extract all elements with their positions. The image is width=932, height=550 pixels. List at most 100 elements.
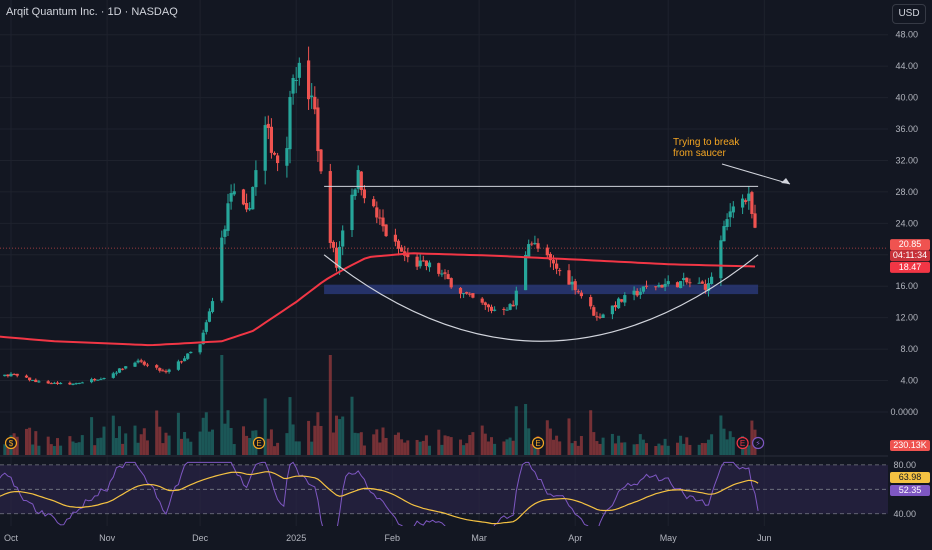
candle-body — [527, 244, 531, 257]
volume-bar — [180, 438, 183, 455]
volume-bar — [362, 445, 366, 455]
volume-bar — [356, 433, 360, 455]
candle-body — [573, 281, 577, 291]
candle-body — [446, 274, 450, 279]
volume-bar — [118, 426, 121, 455]
volume-bar — [331, 432, 335, 455]
volume-bar — [96, 438, 100, 455]
candle-body — [80, 382, 84, 384]
candlestick-series — [3, 46, 757, 386]
candle-body — [164, 371, 168, 373]
candle-body — [37, 381, 41, 383]
time-tick: 2025 — [286, 533, 306, 543]
candle-body — [245, 203, 249, 210]
volume-bar — [533, 444, 537, 455]
volume-bar — [285, 433, 289, 455]
volume-bar — [623, 442, 627, 455]
currency-button[interactable]: USD — [892, 4, 926, 24]
candle-body — [384, 224, 388, 237]
candle-body — [254, 170, 258, 188]
candle-body — [316, 107, 320, 152]
annotation-arrow — [721, 163, 791, 185]
candle-body — [266, 123, 270, 129]
candle-body — [341, 230, 345, 247]
candle-body — [725, 219, 729, 227]
volume-bar — [530, 443, 534, 455]
time-tick: Oct — [4, 533, 19, 543]
volume-bar — [99, 437, 103, 455]
volume-bar — [490, 437, 493, 455]
candle-body — [167, 369, 171, 372]
event-marker[interactable] — [252, 436, 266, 450]
volume-bar — [719, 415, 723, 455]
moving-average-line — [0, 252, 756, 347]
volume-bar — [229, 428, 233, 455]
candle-body — [440, 273, 444, 275]
volume-bar — [142, 428, 146, 455]
event-marker[interactable] — [4, 436, 18, 450]
candle-body — [483, 302, 487, 306]
candle-body — [334, 247, 339, 268]
volume-bar — [614, 443, 617, 455]
event-marker[interactable] — [751, 436, 765, 450]
volume-bar — [465, 443, 469, 455]
candle-body — [682, 278, 686, 281]
candle-body — [706, 283, 711, 291]
volume-bar — [700, 443, 704, 455]
candle-body — [204, 322, 208, 332]
volume-bar — [372, 434, 376, 455]
candle-body — [229, 193, 233, 202]
volume-bar — [341, 416, 345, 455]
candle-body — [220, 237, 224, 301]
volume-bar — [592, 432, 596, 455]
candle-body — [46, 381, 50, 384]
countdown-label-bg — [890, 250, 930, 262]
candle-body — [617, 298, 621, 309]
candle-body — [263, 125, 267, 171]
candle-body — [272, 152, 277, 155]
candle-body — [55, 382, 60, 384]
volume-bar — [49, 444, 53, 455]
candle-body — [102, 378, 106, 380]
volume-bar — [459, 439, 462, 455]
volume-bar — [297, 441, 301, 455]
candle-body — [744, 200, 748, 202]
candle-body — [654, 286, 658, 288]
event-marker[interactable] — [736, 436, 749, 450]
volume-bar — [242, 426, 245, 455]
event-markers[interactable]: $ E E E ⚡ — [4, 436, 765, 450]
candle-body — [350, 194, 354, 231]
candle-body — [449, 278, 453, 288]
volume-bar — [666, 445, 670, 455]
candle-body — [663, 283, 667, 287]
event-marker[interactable] — [531, 436, 545, 450]
candle-body — [644, 285, 649, 287]
candle-body — [601, 314, 605, 318]
candle-body — [579, 292, 583, 297]
candle-body — [251, 186, 255, 210]
price-tick: 4.00 — [900, 376, 918, 386]
candle-body — [310, 95, 314, 98]
volume-bar — [307, 420, 311, 455]
candle-body — [610, 305, 614, 315]
candle-body — [183, 358, 187, 362]
candle-body — [493, 309, 497, 311]
volume-bar — [384, 437, 388, 455]
candle-body — [111, 373, 115, 378]
candle-body — [356, 170, 360, 189]
volume-bar — [641, 439, 645, 455]
candle-body — [77, 382, 81, 384]
volume-label-bg — [890, 440, 930, 451]
ma-value-label: 18.47 — [899, 262, 922, 272]
volume-bar — [56, 438, 59, 455]
candle-body — [551, 259, 556, 264]
candle-body — [638, 291, 642, 295]
candle-body — [15, 373, 19, 376]
event-symbol: E — [740, 439, 745, 448]
volume-bar — [682, 443, 686, 455]
volume-bar — [158, 426, 162, 455]
volume-bar — [226, 410, 230, 455]
candle-body — [241, 189, 246, 205]
candle-body — [731, 206, 735, 213]
